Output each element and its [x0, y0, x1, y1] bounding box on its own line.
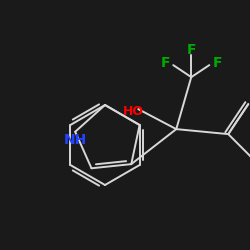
Text: F: F [186, 43, 196, 57]
Text: HO: HO [123, 104, 144, 118]
Text: F: F [160, 56, 170, 70]
Text: F: F [212, 56, 222, 70]
Text: NH: NH [64, 133, 87, 147]
